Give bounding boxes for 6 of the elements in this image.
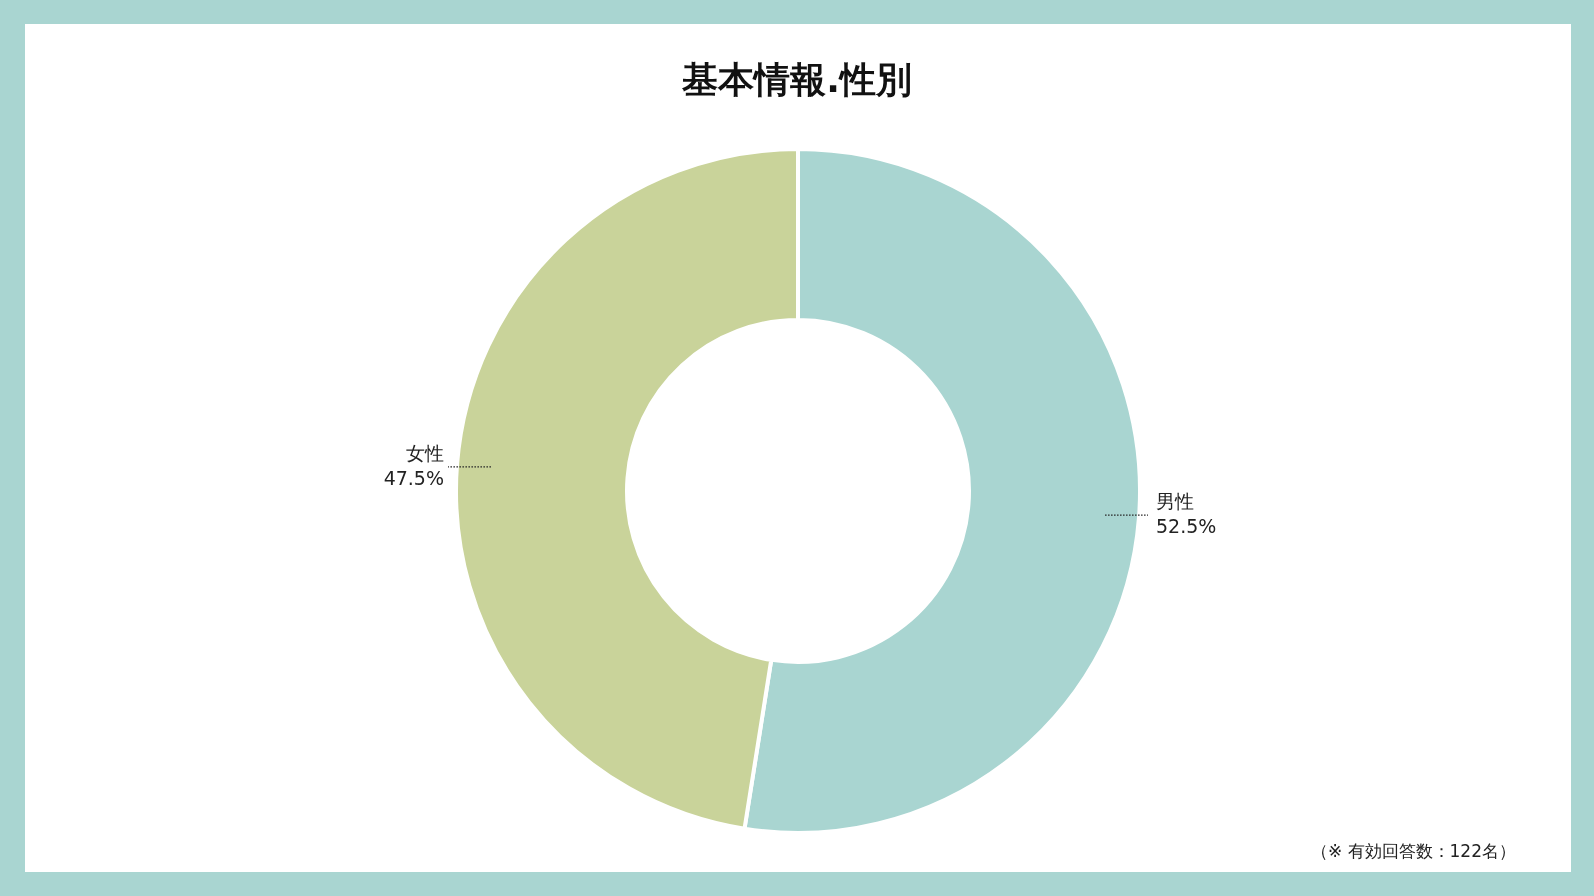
slice-label: 女性 bbox=[406, 441, 444, 464]
text: （※ 有効回答数：122名） bbox=[1310, 840, 1516, 863]
chart-title: 基本情報.性別 bbox=[681, 58, 913, 102]
data-label: 47.5% bbox=[383, 466, 444, 489]
data-label: 52.5% bbox=[1156, 515, 1217, 538]
slice-label: 男性 bbox=[1156, 490, 1194, 513]
